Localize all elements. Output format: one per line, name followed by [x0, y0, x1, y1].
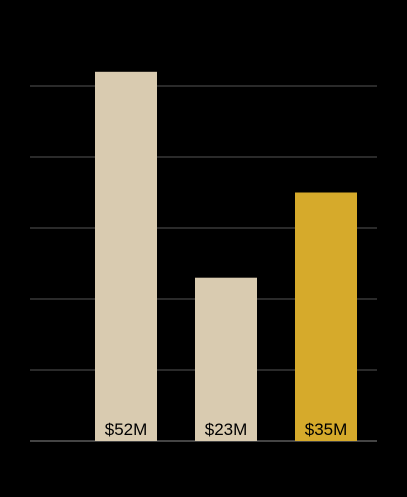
bar-3 [295, 192, 357, 441]
bar-value-label-3: $35M [305, 420, 348, 439]
bars [95, 71, 357, 442]
data-labels: $52M $23M $35M [105, 420, 348, 439]
bar-value-label-2: $23M [205, 420, 248, 439]
bar-2 [195, 277, 257, 441]
bar-value-label-1: $52M [105, 420, 148, 439]
bar-1 [95, 71, 157, 442]
